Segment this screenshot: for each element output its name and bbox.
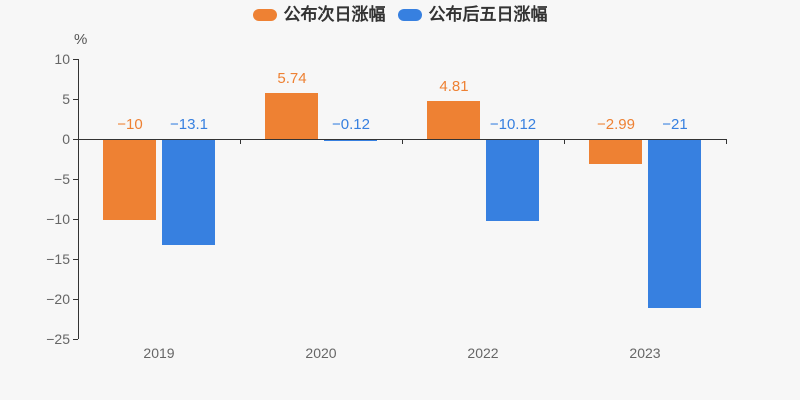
x-axis-tick: [402, 139, 403, 144]
x-axis-tick: [564, 139, 565, 144]
y-axis-line: [78, 59, 79, 339]
bar-value-label: 4.81: [439, 78, 469, 95]
y-axis-tick-label: 0: [62, 131, 70, 147]
y-axis-tick: [73, 59, 78, 60]
legend-item-0[interactable]: 公布次日涨幅: [252, 5, 386, 24]
x-axis-tick: [78, 139, 79, 144]
y-axis-tick-label: −10: [46, 211, 70, 227]
bar-2022-series-1[interactable]: [486, 140, 539, 221]
x-axis-category-label: 2020: [305, 345, 337, 361]
y-axis-tick-label: −20: [46, 291, 70, 307]
x-axis-tick: [240, 139, 241, 144]
x-axis-tick: [726, 139, 727, 144]
y-axis-tick-label: −5: [54, 171, 70, 187]
y-axis-tick: [73, 179, 78, 180]
bar-value-label: −0.12: [332, 116, 370, 133]
legend-marker-icon: [252, 8, 277, 21]
x-axis-category-label: 2019: [143, 345, 175, 361]
y-axis-tick: [73, 259, 78, 260]
y-axis-tick: [73, 99, 78, 100]
y-axis-tick: [73, 139, 78, 140]
y-axis-tick-label: −25: [46, 331, 70, 347]
bar-2020-series-0[interactable]: [265, 93, 318, 139]
bar-2020-series-1[interactable]: [324, 140, 377, 141]
bar-value-label: −10: [117, 116, 143, 133]
y-axis-unit-label: %: [74, 31, 88, 48]
bar-value-label: −21: [662, 116, 688, 133]
y-axis-tick-label: 10: [54, 51, 70, 67]
x-axis-category-label: 2023: [629, 345, 661, 361]
bar-2023-series-1[interactable]: [648, 140, 701, 308]
bar-value-label: −13.1: [170, 116, 208, 133]
legend-marker-icon: [397, 8, 422, 21]
y-axis-tick-label: −15: [46, 251, 70, 267]
y-axis-tick: [73, 299, 78, 300]
y-axis-tick: [73, 219, 78, 220]
legend-label: 公布后五日涨幅: [428, 5, 548, 24]
legend: 公布次日涨幅 公布后五日涨幅: [0, 6, 800, 23]
bar-2022-series-0[interactable]: [427, 101, 480, 139]
y-axis-tick-label: 5: [62, 91, 70, 107]
bar-2023-series-0[interactable]: [589, 140, 642, 164]
x-axis-category-label: 2022: [467, 345, 499, 361]
bar-value-label: 5.74: [277, 70, 307, 87]
bar-2019-series-0[interactable]: [103, 140, 156, 220]
bar-value-label: −2.99: [597, 116, 635, 133]
y-axis-tick: [73, 339, 78, 340]
bar-2019-series-1[interactable]: [162, 140, 215, 245]
legend-item-1[interactable]: 公布后五日涨幅: [397, 5, 548, 24]
bar-value-label: −10.12: [489, 116, 537, 133]
legend-label: 公布次日涨幅: [283, 5, 386, 24]
